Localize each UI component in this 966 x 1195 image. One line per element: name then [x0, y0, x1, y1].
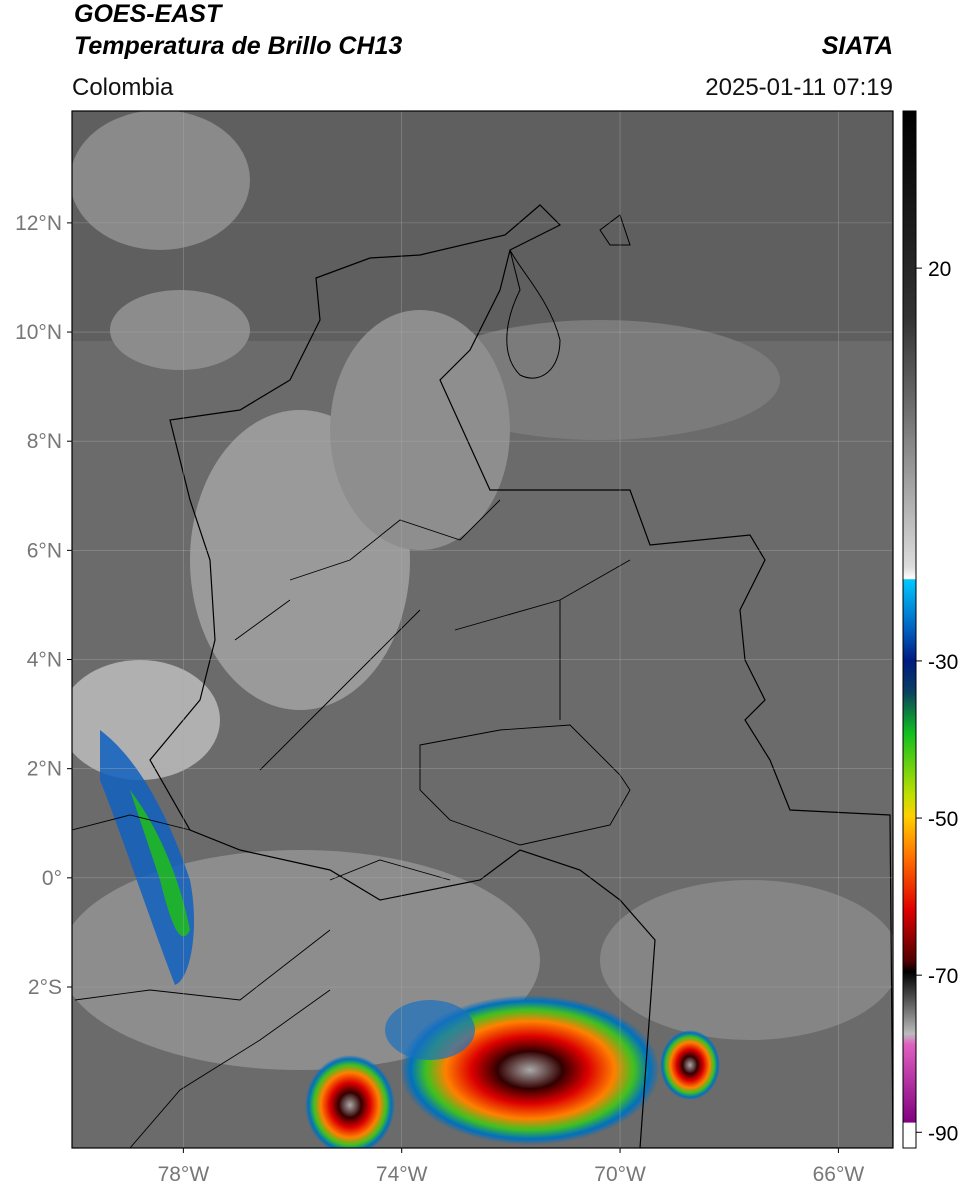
- colorbar-axis: 20 -30 -50 -70 -90: [916, 258, 958, 1145]
- lat-tick-label: 2°S: [28, 976, 62, 999]
- colorbar-tick-label: -70: [928, 965, 958, 988]
- map-frame: [71, 110, 894, 1149]
- lat-tick-label: 6°N: [27, 539, 62, 562]
- lat-tick-label: 4°N: [27, 649, 62, 672]
- colorbar-tick-label: -30: [928, 651, 958, 674]
- map-image: [72, 111, 893, 1148]
- lat-tick-label: 10°N: [15, 321, 62, 344]
- grid: [72, 111, 893, 1148]
- lat-tick-label: 2°N: [27, 758, 62, 781]
- colorbar-tick-label: -50: [928, 808, 958, 831]
- timestamp: 2025-01-11 07:19: [705, 74, 893, 101]
- colorbar: [902, 110, 917, 1149]
- region: Colombia: [72, 74, 174, 101]
- colorbar-tick-label: -90: [928, 1122, 958, 1145]
- lat-tick-label: 8°N: [27, 430, 62, 453]
- lon-tick-label: 66°W: [813, 1163, 865, 1186]
- agency: SIATA: [822, 32, 893, 60]
- lon-tick-label: 78°W: [158, 1163, 210, 1186]
- title: GOES-EAST: [74, 0, 224, 28]
- lon-tick-label: 74°W: [376, 1163, 428, 1186]
- map-axes: 12°N 10°N 8°N 6°N 4°N 2°N 0° 2°S 78°W 74°W 70°W 66°…: [15, 212, 864, 1186]
- lon-tick-label: 70°W: [594, 1163, 646, 1186]
- subtitle: Temperatura de Brillo CH13: [74, 32, 402, 60]
- lat-tick-label: 12°N: [15, 212, 62, 235]
- colorbar-tick-label: 20: [928, 258, 951, 281]
- lat-tick-label: 0°: [42, 867, 62, 890]
